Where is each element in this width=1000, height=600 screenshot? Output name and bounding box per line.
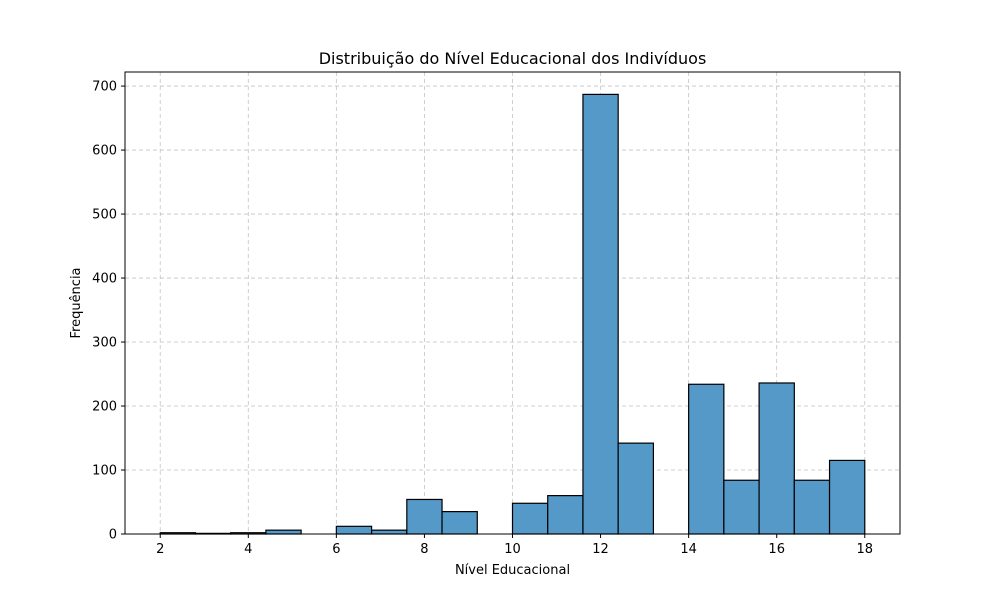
histogram-bar xyxy=(265,529,302,535)
y-tick-label: 400 xyxy=(92,272,117,287)
x-tick-label: 14 xyxy=(680,542,697,557)
histogram-bar xyxy=(370,529,408,535)
y-axis-label: Frequência xyxy=(69,267,84,338)
histogram-bar xyxy=(406,498,443,535)
x-tick-label: 4 xyxy=(244,542,252,557)
histogram-bar xyxy=(617,442,655,535)
y-tick-label: 500 xyxy=(92,208,117,223)
histogram-bar xyxy=(688,383,725,535)
x-tick-label: 10 xyxy=(504,542,521,557)
histogram-bar xyxy=(441,511,478,535)
x-tick-label: 18 xyxy=(856,542,873,557)
histogram-bar xyxy=(582,93,619,535)
x-tick-label: 2 xyxy=(156,542,164,557)
histogram-bar xyxy=(828,459,866,535)
y-tick-label: 0 xyxy=(109,528,117,543)
histogram-bar xyxy=(547,495,584,535)
chart-title: Distribuição do Nível Educacional dos In… xyxy=(319,49,707,68)
histogram-bar xyxy=(723,479,760,535)
y-tick-label: 300 xyxy=(92,336,117,351)
histogram-bar xyxy=(793,479,831,535)
y-tick-label: 600 xyxy=(92,144,117,159)
x-tick-label: 8 xyxy=(420,542,428,557)
x-tick-label: 12 xyxy=(592,542,609,557)
histogram-bar xyxy=(758,382,795,535)
y-tick-label: 100 xyxy=(92,464,117,479)
y-tick-label: 700 xyxy=(92,80,117,95)
x-tick-label: 6 xyxy=(332,542,340,557)
histogram-bar xyxy=(511,502,549,535)
y-tick-label: 200 xyxy=(92,400,117,415)
x-tick-label: 16 xyxy=(768,542,785,557)
x-axis-label: Nível Educacional xyxy=(455,563,570,578)
bars-layer xyxy=(159,93,866,535)
histogram-bar xyxy=(335,525,373,535)
ticks-layer: 2 4 6 8 10 12 14 16 18 0 100 200 300 400 500 600 700 xyxy=(92,80,873,557)
